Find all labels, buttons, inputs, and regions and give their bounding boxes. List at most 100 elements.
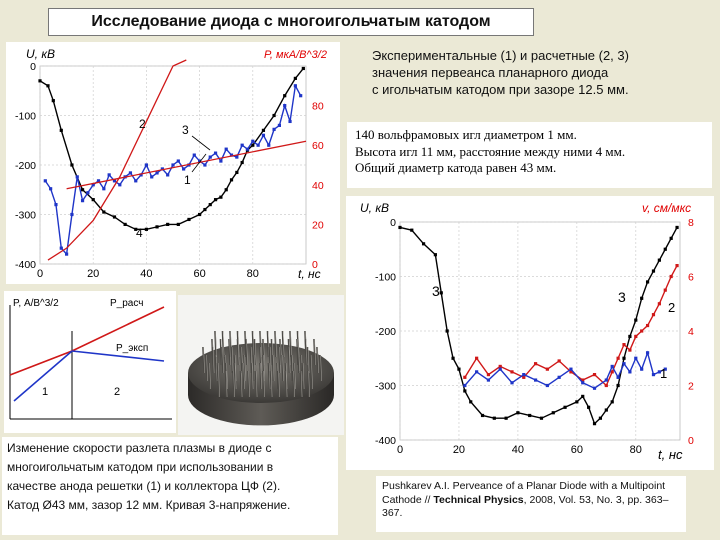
needle-highlight (260, 346, 262, 374)
diagram-blue-lead (13, 350, 73, 402)
data-point (43, 179, 47, 183)
needle (297, 346, 300, 374)
data-point (569, 367, 573, 371)
needle (202, 346, 205, 374)
cathode-line: 140 вольфрамовых игл диаметром 1 мм. (355, 127, 577, 142)
data-point (492, 416, 496, 420)
data-point (645, 351, 650, 355)
needle-highlight (218, 370, 220, 398)
data-point (433, 253, 437, 257)
experiment-line: с игольчатым катодом при зазоре 12.5 мм. (372, 82, 629, 97)
x-tick-label: 40 (140, 268, 152, 280)
needle (293, 362, 296, 390)
needle-highlight (248, 370, 250, 398)
needle-highlight (278, 370, 280, 398)
data-point (112, 215, 117, 219)
data-point (651, 373, 656, 377)
diagram-y-label: P, А/В^3/2 (13, 298, 59, 309)
perveance-chart-panel: 0 20 40 60 80 0 -100 -200 -300 -400 80 60 40 20 0 U, к… (6, 42, 340, 284)
needle (266, 330, 270, 358)
reference: Pushkarev A.I. Perveance of a Planar Dio… (376, 476, 686, 532)
data-point (208, 203, 212, 207)
needle (269, 370, 273, 398)
needle (313, 338, 316, 366)
cathode-photo (178, 295, 344, 435)
y-tick-label: -200 (15, 160, 36, 172)
caption-line: многоигольчатым катодом при использовани… (7, 460, 274, 474)
data-point (587, 405, 591, 409)
data-point (155, 225, 159, 229)
data-point (70, 163, 74, 167)
curve-label-1: 1 (660, 366, 667, 381)
needle (299, 370, 303, 398)
data-point (261, 128, 266, 132)
needle (279, 338, 282, 366)
data-point (176, 222, 180, 226)
data-point (235, 170, 239, 175)
x-tick-label: 0 (37, 268, 43, 280)
data-point (592, 422, 597, 426)
data-point (581, 378, 585, 382)
series-line-2 (47, 59, 187, 261)
data-point (49, 187, 53, 191)
data-point (224, 147, 228, 151)
needle (278, 346, 281, 374)
needle-highlight (272, 354, 275, 382)
data-point (469, 400, 473, 404)
needle-highlight (206, 354, 208, 382)
curve-label-2: 2 (668, 300, 675, 315)
data-point (219, 159, 223, 163)
diagram-exp-label: P_эксп (116, 343, 148, 354)
needle-highlight (233, 370, 235, 398)
data-point (118, 183, 122, 187)
data-point (598, 416, 603, 420)
data-point (187, 217, 191, 222)
needle (300, 354, 303, 382)
data-point (91, 198, 95, 202)
data-point (616, 356, 620, 360)
needle-highlight (209, 362, 211, 390)
data-point (622, 343, 626, 347)
data-point (651, 269, 656, 273)
needle-highlight (215, 330, 217, 358)
needle-highlight (254, 338, 257, 366)
needle-highlight (293, 370, 295, 398)
data-point (198, 212, 202, 217)
data-point (451, 356, 455, 360)
needle-highlight (302, 362, 305, 390)
experiment-description: Экспериментальные (1) и расчетные (2, 3)… (372, 47, 629, 98)
needle (267, 362, 271, 390)
x-tick-label: 40 (512, 444, 524, 456)
data-point (669, 236, 673, 240)
y-tick-label: -400 (15, 259, 36, 271)
diagram-calc-label: P_расч (110, 298, 143, 309)
right-axis-label: P, мкА/В^3/2 (264, 49, 327, 61)
data-point (628, 348, 632, 352)
data-point (628, 370, 632, 374)
data-point (604, 378, 608, 382)
data-point (123, 222, 127, 226)
data-point (38, 79, 42, 83)
needle (262, 370, 265, 398)
data-point (198, 159, 202, 163)
series-line-4 (39, 68, 304, 231)
data-point (86, 191, 90, 195)
needle-highlight (300, 370, 303, 398)
data-point (107, 173, 111, 177)
data-point (522, 373, 526, 377)
cathode-needles (202, 330, 322, 398)
data-point (59, 128, 63, 132)
data-point (171, 163, 175, 167)
needle-highlight (282, 330, 285, 358)
needle-highlight (317, 346, 319, 374)
series-line-1 (44, 83, 302, 256)
data-point (299, 94, 303, 98)
curve-label-2: 2 (139, 117, 146, 131)
needle-highlight (243, 362, 245, 390)
needle (221, 330, 225, 358)
needle (254, 370, 258, 398)
series-line-3 (399, 226, 678, 425)
data-point (545, 383, 549, 388)
data-point (498, 367, 502, 371)
